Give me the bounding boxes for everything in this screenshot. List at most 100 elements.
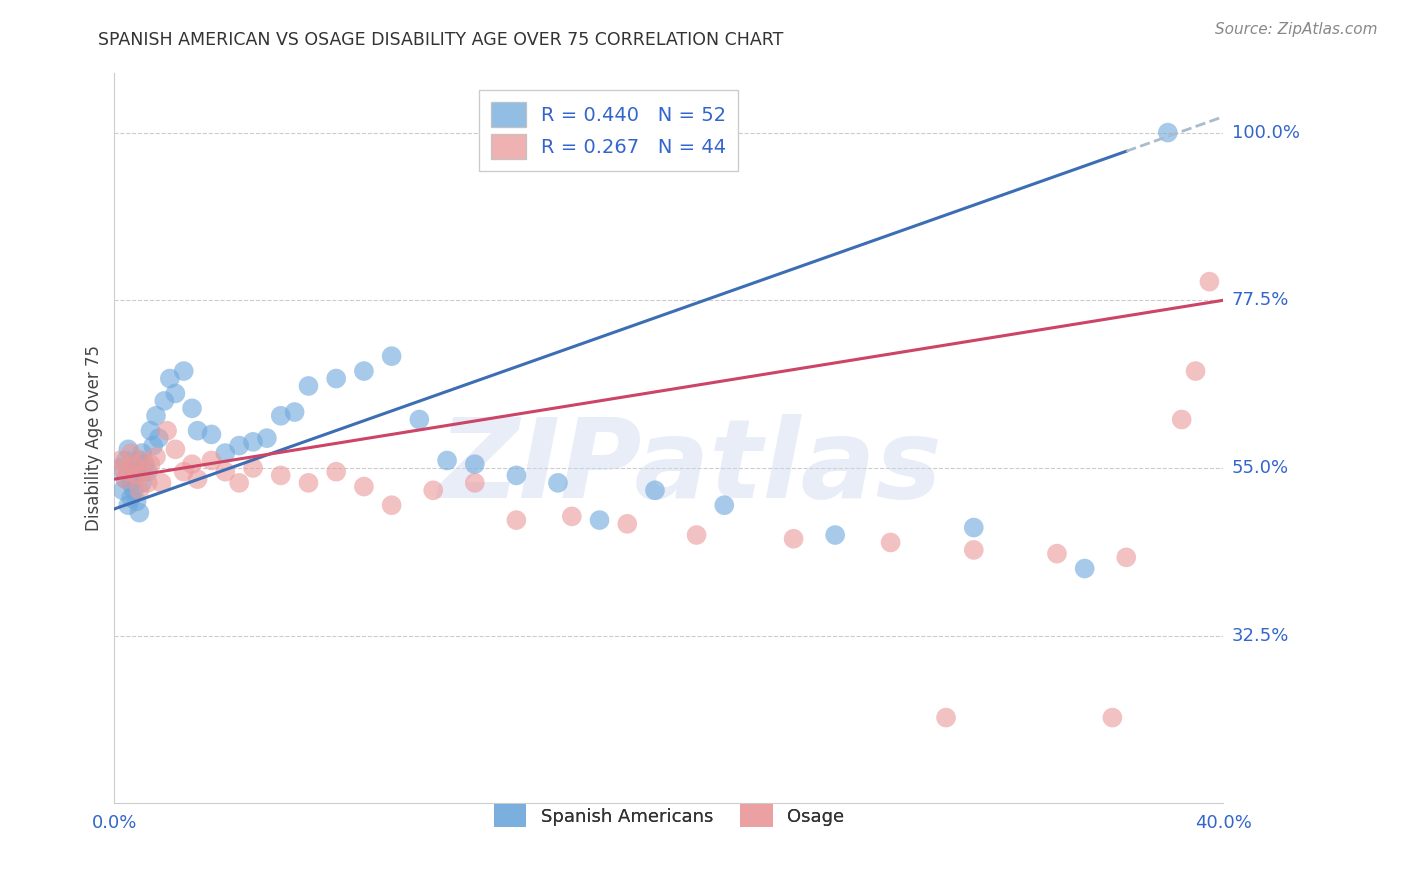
Point — [165, 442, 187, 457]
Point — [1157, 126, 1180, 140]
Point — [136, 465, 159, 479]
Point — [125, 494, 148, 508]
Point — [1198, 275, 1220, 289]
Point — [117, 465, 139, 479]
Point — [547, 475, 569, 490]
Text: 55.0%: 55.0% — [1232, 459, 1289, 477]
Point — [464, 475, 486, 490]
Point — [963, 542, 986, 557]
Point — [381, 498, 404, 512]
Point — [125, 461, 148, 475]
Point — [108, 453, 131, 467]
Point — [214, 465, 236, 479]
Point — [297, 379, 319, 393]
Point — [136, 475, 159, 490]
Point — [588, 513, 610, 527]
Point — [422, 483, 444, 498]
Point — [111, 461, 134, 475]
Point — [616, 516, 638, 531]
Point — [963, 520, 986, 534]
Point — [270, 409, 292, 423]
Point — [228, 475, 250, 490]
Point — [142, 439, 165, 453]
Point — [1101, 710, 1123, 724]
Point — [128, 483, 150, 498]
Point — [505, 513, 527, 527]
Point — [200, 453, 222, 467]
Point — [108, 461, 131, 475]
Point — [165, 386, 187, 401]
Point — [1170, 412, 1192, 426]
Point — [114, 453, 136, 467]
Point — [325, 465, 347, 479]
Point — [117, 465, 139, 479]
Point — [353, 479, 375, 493]
Point — [150, 475, 173, 490]
Point — [1073, 561, 1095, 575]
Point — [782, 532, 804, 546]
Point — [297, 475, 319, 490]
Text: 100.0%: 100.0% — [1232, 124, 1299, 142]
Point — [284, 405, 307, 419]
Point — [256, 431, 278, 445]
Point — [685, 528, 707, 542]
Point — [111, 483, 134, 498]
Point — [117, 498, 139, 512]
Point — [122, 457, 145, 471]
Point — [125, 468, 148, 483]
Point — [120, 475, 142, 490]
Point — [187, 424, 209, 438]
Point — [181, 457, 204, 471]
Point — [128, 453, 150, 467]
Point — [824, 528, 846, 542]
Text: 0.0%: 0.0% — [91, 814, 138, 832]
Point — [159, 371, 181, 385]
Legend: Spanish Americans, Osage: Spanish Americans, Osage — [486, 797, 851, 834]
Point — [114, 472, 136, 486]
Point — [1046, 547, 1069, 561]
Text: 40.0%: 40.0% — [1195, 814, 1251, 832]
Point — [120, 446, 142, 460]
Point — [436, 453, 458, 467]
Point — [228, 439, 250, 453]
Point — [128, 506, 150, 520]
Point — [464, 457, 486, 471]
Text: 77.5%: 77.5% — [1232, 292, 1289, 310]
Point — [131, 453, 153, 467]
Text: ZIPatlas: ZIPatlas — [439, 414, 943, 521]
Point — [122, 483, 145, 498]
Point — [181, 401, 204, 416]
Point — [145, 450, 167, 464]
Point — [117, 442, 139, 457]
Point — [644, 483, 666, 498]
Point — [879, 535, 901, 549]
Point — [122, 468, 145, 483]
Point — [935, 710, 957, 724]
Point — [139, 457, 162, 471]
Point — [325, 371, 347, 385]
Point — [153, 393, 176, 408]
Text: Source: ZipAtlas.com: Source: ZipAtlas.com — [1215, 22, 1378, 37]
Point — [139, 424, 162, 438]
Point — [1115, 550, 1137, 565]
Point — [1184, 364, 1206, 378]
Point — [120, 491, 142, 505]
Point — [242, 461, 264, 475]
Point — [200, 427, 222, 442]
Point — [381, 349, 404, 363]
Point — [505, 468, 527, 483]
Point — [173, 465, 195, 479]
Point — [131, 446, 153, 460]
Point — [131, 475, 153, 490]
Point — [187, 472, 209, 486]
Point — [353, 364, 375, 378]
Point — [270, 468, 292, 483]
Point — [242, 434, 264, 449]
Point — [408, 412, 430, 426]
Point — [114, 472, 136, 486]
Point — [148, 431, 170, 445]
Point — [156, 424, 179, 438]
Y-axis label: Disability Age Over 75: Disability Age Over 75 — [86, 345, 103, 531]
Point — [173, 364, 195, 378]
Point — [214, 446, 236, 460]
